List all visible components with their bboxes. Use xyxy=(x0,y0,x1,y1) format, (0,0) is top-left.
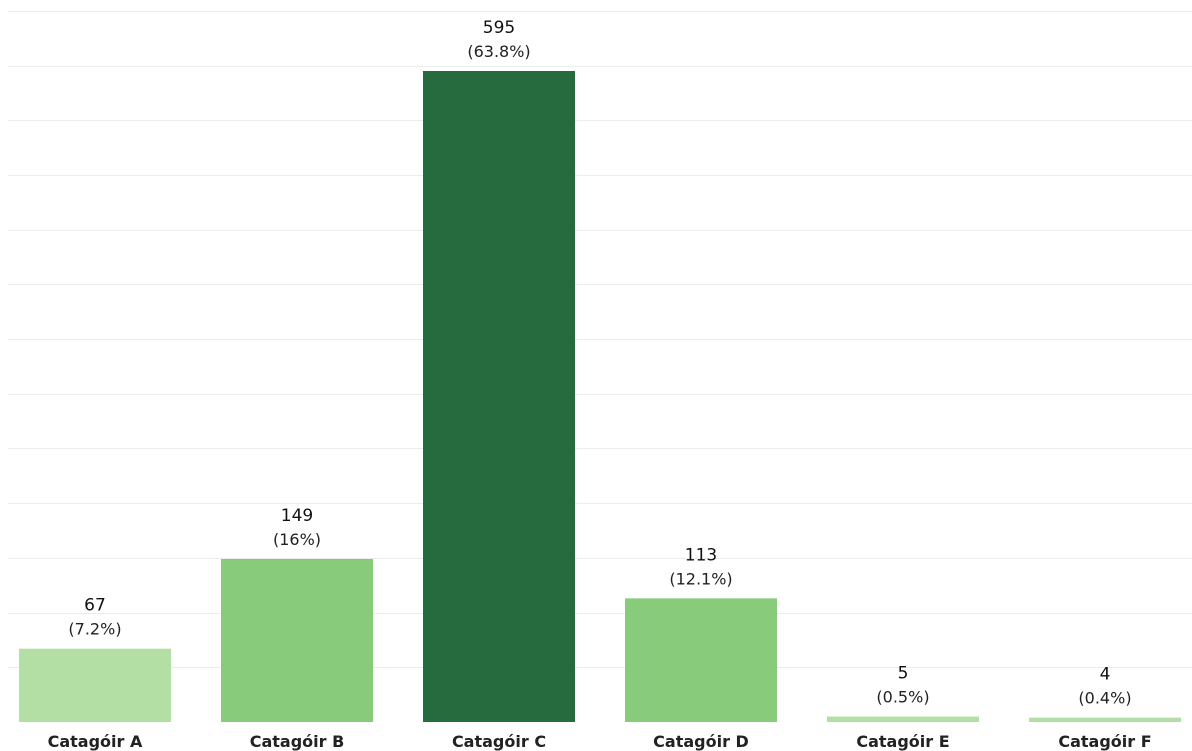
x-axis-tick-labels: Catagóir A Catagóir B Catagóir C Catagóir D… xyxy=(48,732,1152,751)
tick-label-1: Catagóir A xyxy=(48,732,143,751)
bar-6[interactable] xyxy=(1029,717,1181,722)
percent-label-3: (63.8%) xyxy=(467,42,530,61)
value-label-1: 67 xyxy=(84,596,106,616)
value-label-5: 5 xyxy=(898,664,909,684)
percent-label-2: (16%) xyxy=(273,530,321,549)
tick-label-6: Catagóir F xyxy=(1058,732,1151,751)
value-label-3: 595 xyxy=(483,18,515,38)
gridlines xyxy=(8,11,1192,668)
percent-label-4: (12.1%) xyxy=(669,569,732,588)
bar-2[interactable] xyxy=(221,558,373,722)
value-label-4: 113 xyxy=(685,545,717,565)
bars xyxy=(19,71,1181,722)
bar-4[interactable] xyxy=(625,598,777,722)
value-label-6: 4 xyxy=(1100,665,1111,685)
value-label-2: 149 xyxy=(281,506,313,526)
percent-label-5: (0.5%) xyxy=(876,688,929,707)
tick-label-5: Catagóir E xyxy=(856,732,949,751)
tick-label-4: Catagóir D xyxy=(653,732,749,751)
percent-label-1: (7.2%) xyxy=(68,620,121,639)
tick-label-3: Catagóir C xyxy=(452,732,546,751)
value-labels: 67 (7.2%) 149 (16%) 595 (63.8%) 113 (12.1%) 5 (0.… xyxy=(68,18,1131,708)
bar-5[interactable] xyxy=(827,716,979,722)
tick-label-2: Catagóir B xyxy=(250,732,345,751)
bar-1[interactable] xyxy=(19,648,171,722)
percent-label-6: (0.4%) xyxy=(1078,689,1131,708)
bar-3[interactable] xyxy=(423,71,575,722)
